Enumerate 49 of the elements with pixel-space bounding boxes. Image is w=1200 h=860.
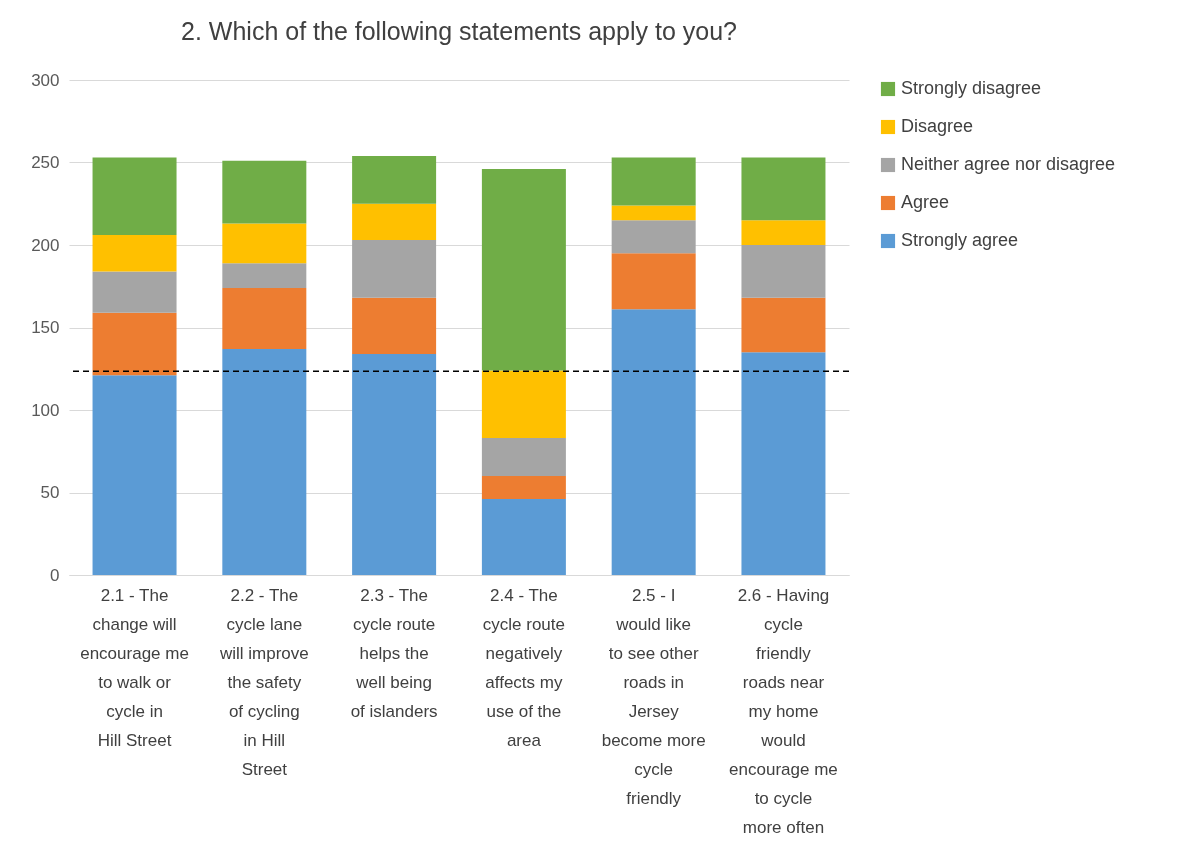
bar <box>352 155 437 204</box>
bar <box>352 353 437 575</box>
bar <box>611 309 696 575</box>
chart-title: 2. Which of the following statements apply to you? <box>181 17 737 45</box>
bar <box>222 160 307 224</box>
bar <box>92 157 177 236</box>
y-tick-label: 150 <box>31 318 60 337</box>
bar <box>741 245 826 298</box>
y-tick-label: 250 <box>31 153 60 172</box>
x-tick-label: 2.1 - The change will encourage me to walk or cycle in Hill Street <box>80 585 189 750</box>
bar <box>92 312 177 376</box>
bar <box>222 348 307 575</box>
bar <box>611 253 696 310</box>
bar <box>481 499 566 575</box>
y-tick-label: 100 <box>31 400 60 420</box>
legend-label: Agree <box>901 192 950 212</box>
bar <box>352 297 437 354</box>
bar <box>92 235 177 272</box>
x-tick-label: 2.3 - The cycle route helps the well being of islanders <box>350 585 438 721</box>
bar <box>222 287 307 349</box>
bar <box>481 476 566 500</box>
bar <box>741 352 826 575</box>
bar <box>741 157 826 221</box>
bar <box>481 370 566 439</box>
legend-label: Neither agree nor disagree <box>901 154 1116 174</box>
bar <box>222 263 307 288</box>
bar <box>92 271 177 313</box>
legend-label: Disagree <box>901 116 974 136</box>
y-tick-label: 0 <box>50 565 60 585</box>
bar <box>611 205 696 221</box>
y-tick-label: 50 <box>40 483 60 502</box>
category-label: 2.6 - Having cycle friendly roads near my home would encourage me to cycle more often <box>729 585 838 837</box>
bar <box>352 203 437 241</box>
bar <box>481 438 566 476</box>
bar <box>611 157 696 206</box>
x-tick-label: 2.5 - I would like to see other roads in Jersey become more cycle friendly <box>601 585 706 808</box>
x-tick-label: 2.2 - The cycle lane will improve the safety of cycling in Hill Street <box>218 585 309 779</box>
bar <box>611 220 696 254</box>
y-tick-label: 300 <box>31 70 60 90</box>
bar <box>741 220 826 245</box>
bar <box>352 240 437 298</box>
legend-label: Strongly disagree <box>901 78 1042 98</box>
x-tick-label: 2.4 - The cycle route negatively affects my use of the area <box>482 585 565 750</box>
bar <box>481 169 566 371</box>
bar <box>741 297 826 353</box>
bar <box>222 223 307 264</box>
bar <box>92 375 177 575</box>
legend-label: Strongly agree <box>901 230 1019 250</box>
y-tick-label: 200 <box>31 235 60 255</box>
